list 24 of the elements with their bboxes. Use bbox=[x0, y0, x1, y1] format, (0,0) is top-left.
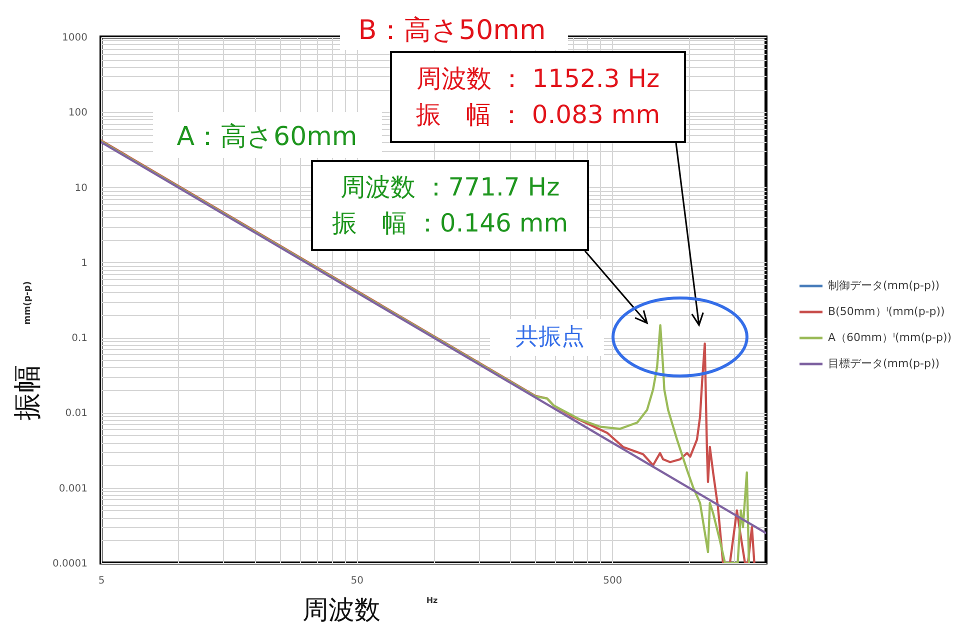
text: Hz bbox=[426, 596, 438, 605]
annotation: A：高さ60mm bbox=[176, 122, 358, 152]
annotation: 周波数 ：771.7 Hz 振 幅 ：0.146 mm bbox=[332, 172, 568, 238]
x-tick-label: 50 bbox=[350, 576, 364, 586]
y-axis-title: 振幅 bbox=[10, 364, 44, 420]
legend-label: 目標データ(mm(p-p)) bbox=[828, 357, 940, 370]
x-axis-title: 周波数 bbox=[302, 596, 380, 626]
y-tick-label: 1 bbox=[81, 258, 88, 269]
y-tick-label: 0.0001 bbox=[52, 558, 88, 570]
annotation: 共振点 bbox=[516, 324, 584, 350]
y-tick-label: 0.001 bbox=[58, 483, 88, 494]
text: mm(p-p) bbox=[23, 281, 33, 325]
x-tick-label: 5 bbox=[98, 576, 105, 586]
annotation: 周波数 ： 1152.3 Hz 振 幅 ： 0.083 mm bbox=[416, 64, 660, 129]
legend-label: A（60mm）ᴵ(mm(p-p)) bbox=[828, 331, 952, 344]
annotation: B：高さ50mm bbox=[358, 15, 546, 46]
y-tick-label: 0.01 bbox=[65, 408, 88, 420]
y-tick-label: 1000 bbox=[62, 32, 88, 44]
legend-label: 制御データ(mm(p-p)) bbox=[828, 279, 940, 292]
y-tick-label: 10 bbox=[74, 182, 88, 194]
y-tick-label: 0.1 bbox=[72, 333, 88, 344]
legend-label: B(50mm）ᴵ(mm(p-p)) bbox=[828, 305, 945, 318]
x-tick-label: 500 bbox=[603, 576, 622, 586]
y-tick-label: 100 bbox=[68, 108, 88, 119]
